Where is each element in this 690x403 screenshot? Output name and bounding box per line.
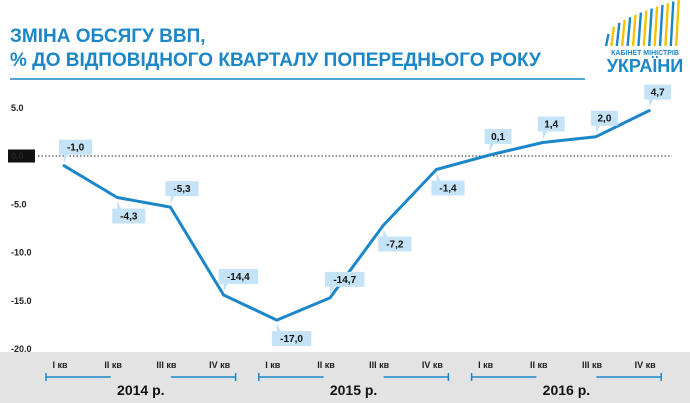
data-label-box — [165, 181, 199, 205]
data-label-box — [431, 172, 465, 196]
x-tick-label: III кв — [369, 360, 390, 370]
data-labels: -1,0 -4,3 -5,3 -14,4 -17,0 -14,7 -7,2 -1,4 0,1 1,… — [59, 84, 672, 347]
data-label-text: -17,0 — [280, 334, 303, 345]
logo-ray — [658, 4, 664, 47]
logo-ray — [669, 1, 675, 47]
data-label: -14,7 — [325, 271, 365, 295]
data-label-box — [378, 228, 412, 252]
data-label: 2,0 — [591, 110, 618, 134]
x-tick-label: II кв — [530, 360, 548, 370]
logo-ray — [653, 6, 659, 47]
x-tick-label: II кв — [317, 360, 335, 370]
x-tick-label: IV кв — [422, 360, 444, 370]
data-label-text: -14,4 — [227, 272, 250, 283]
data-label-text: -1,0 — [67, 143, 85, 154]
logo-text-line-1: КАБІНЕТ МІНІСТРІВ — [611, 50, 679, 57]
logo-ray — [637, 12, 643, 47]
data-label-text: -1,4 — [439, 184, 457, 195]
data-label: -17,0 — [271, 323, 312, 347]
x-tick-label: I кв — [52, 360, 68, 370]
x-axis: I кв II кв III кв IV кв I кв II кв III кв IV кв… — [45, 360, 662, 398]
data-label-box — [112, 200, 146, 224]
logo-emblem-icon — [604, 0, 680, 47]
logo-ray — [664, 3, 670, 47]
x-tick-label: I кв — [478, 360, 494, 370]
year-label: 2014 р. — [117, 382, 164, 398]
data-label: -4,3 — [112, 200, 146, 224]
data-label: 1,4 — [537, 116, 565, 140]
y-tick-label: 5.0 — [11, 103, 24, 113]
data-label-text: 0,1 — [491, 132, 505, 143]
logo-ray — [648, 8, 653, 47]
year-label: 2015 р. — [330, 382, 377, 398]
government-logo: КАБІНЕТ МІНІСТРІВ УКРАЇНИ — [604, 0, 684, 76]
logo-ray — [615, 22, 621, 47]
logo-ray — [621, 19, 626, 47]
y-tick-label: -10.0 — [11, 248, 32, 258]
y-tick-label: -5.0 — [11, 199, 27, 209]
x-tick-label: II кв — [104, 360, 122, 370]
data-label-text: -5,3 — [173, 184, 191, 195]
logo-ray — [626, 17, 632, 47]
data-label: 0,1 — [484, 129, 512, 152]
y-tick-label: 0.0 — [11, 151, 24, 161]
data-label-box — [325, 271, 365, 295]
chart-title-line-2: % ДО ВІДПОВІДНОГО КВАРТАЛУ ПОПЕРЕДНЬОГО … — [10, 50, 541, 71]
y-tick-label: -20.0 — [11, 344, 32, 354]
year-label-gap — [323, 373, 384, 381]
x-tick-label: III кв — [156, 360, 177, 370]
year-label-gap — [536, 373, 597, 381]
data-label-text: 2,0 — [597, 114, 611, 125]
data-label-box — [484, 129, 512, 152]
logo-ray — [604, 33, 610, 47]
data-label-text: -7,2 — [386, 239, 404, 250]
y-axis: 5.0 0.0 -5.0 -10.0 -15.0 -20.0 — [8, 103, 35, 354]
data-label-box — [537, 116, 565, 140]
logo-ray — [610, 26, 616, 47]
data-label: 4,7 — [644, 84, 672, 108]
data-label-box — [644, 84, 672, 108]
year-group: 2015 р. — [258, 373, 450, 398]
logo-ray — [675, 0, 680, 47]
series-line — [62, 109, 651, 322]
x-tick-label: IV кв — [635, 360, 657, 370]
data-label: -14,4 — [218, 269, 259, 292]
year-label: 2016 р. — [543, 382, 590, 398]
logo-ray — [631, 14, 637, 47]
year-group: 2016 р. — [470, 373, 662, 398]
data-label-text: -4,3 — [120, 211, 138, 222]
logo-ray — [642, 10, 648, 47]
data-label-box — [591, 110, 618, 134]
data-label-text: -14,7 — [333, 275, 356, 286]
x-tick-label: III кв — [582, 360, 603, 370]
data-label-box — [218, 269, 259, 292]
data-label-text: 4,7 — [651, 88, 665, 99]
year-group: 2014 р. — [45, 373, 237, 398]
data-label: -1,4 — [431, 172, 465, 196]
data-label-text: 1,4 — [544, 119, 558, 130]
y-tick-zero-highlight — [8, 149, 35, 163]
logo-text-line-2: УКРАЇНИ — [607, 56, 684, 76]
data-label-box — [271, 323, 312, 347]
x-tick-label: I кв — [265, 360, 281, 370]
x-tick-label: IV кв — [209, 360, 231, 370]
data-label: -5,3 — [165, 181, 199, 205]
data-label-box — [59, 139, 93, 163]
data-label: -1,0 — [59, 139, 93, 163]
y-tick-label: -15.0 — [11, 296, 32, 306]
chart-title-line-1: ЗМІНА ОБСЯГУ ВВП, — [10, 26, 206, 47]
year-label-gap — [110, 373, 171, 381]
data-label: -7,2 — [378, 228, 412, 252]
